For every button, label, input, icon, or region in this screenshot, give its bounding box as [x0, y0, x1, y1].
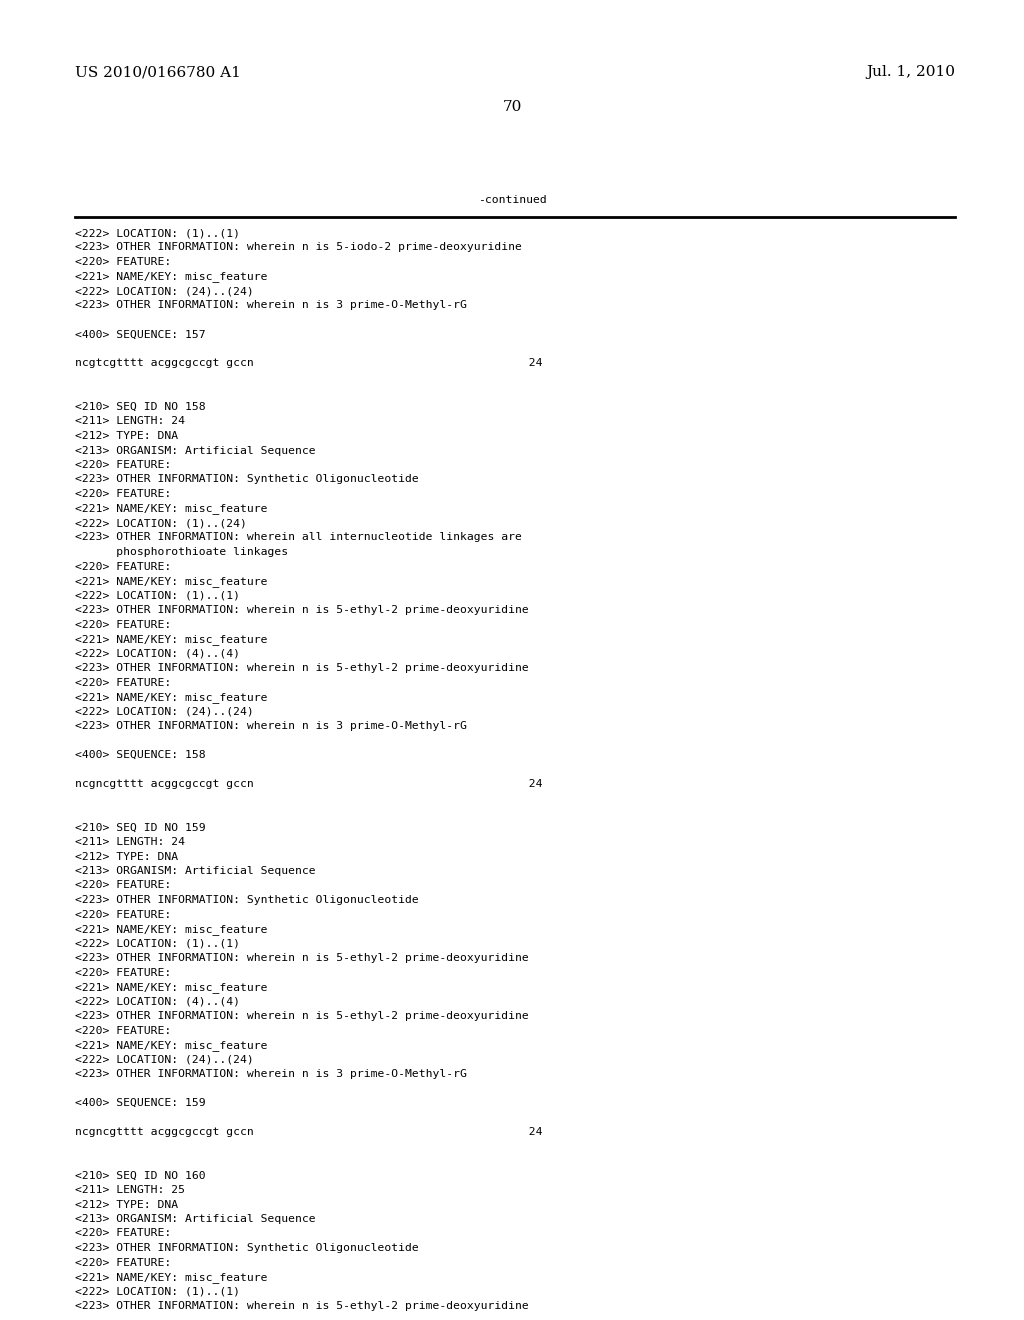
Text: <223> OTHER INFORMATION: wherein n is 5-ethyl-2 prime-deoxyuridine: <223> OTHER INFORMATION: wherein n is 5-… — [75, 1302, 528, 1311]
Text: <210> SEQ ID NO 160: <210> SEQ ID NO 160 — [75, 1171, 206, 1180]
Text: -continued: -continued — [477, 195, 547, 205]
Text: <222> LOCATION: (24)..(24): <222> LOCATION: (24)..(24) — [75, 706, 254, 717]
Text: <221> NAME/KEY: misc_feature: <221> NAME/KEY: misc_feature — [75, 503, 267, 515]
Text: <220> FEATURE:: <220> FEATURE: — [75, 459, 171, 470]
Text: <221> NAME/KEY: misc_feature: <221> NAME/KEY: misc_feature — [75, 576, 267, 587]
Text: <212> TYPE: DNA: <212> TYPE: DNA — [75, 432, 178, 441]
Text: <223> OTHER INFORMATION: wherein n is 5-ethyl-2 prime-deoxyuridine: <223> OTHER INFORMATION: wherein n is 5-… — [75, 1011, 528, 1020]
Text: <213> ORGANISM: Artificial Sequence: <213> ORGANISM: Artificial Sequence — [75, 866, 315, 876]
Text: <222> LOCATION: (1)..(1): <222> LOCATION: (1)..(1) — [75, 939, 240, 949]
Text: <220> FEATURE:: <220> FEATURE: — [75, 968, 171, 978]
Text: <211> LENGTH: 24: <211> LENGTH: 24 — [75, 417, 185, 426]
Text: <220> FEATURE:: <220> FEATURE: — [75, 880, 171, 891]
Text: <223> OTHER INFORMATION: wherein n is 5-ethyl-2 prime-deoxyuridine: <223> OTHER INFORMATION: wherein n is 5-… — [75, 605, 528, 615]
Text: <222> LOCATION: (1)..(1): <222> LOCATION: (1)..(1) — [75, 228, 240, 238]
Text: 70: 70 — [503, 100, 521, 114]
Text: <400> SEQUENCE: 158: <400> SEQUENCE: 158 — [75, 750, 206, 760]
Text: <223> OTHER INFORMATION: Synthetic Oligonucleotide: <223> OTHER INFORMATION: Synthetic Oligo… — [75, 1243, 419, 1253]
Text: <220> FEATURE:: <220> FEATURE: — [75, 257, 171, 267]
Text: <222> LOCATION: (4)..(4): <222> LOCATION: (4)..(4) — [75, 648, 240, 659]
Text: <221> NAME/KEY: misc_feature: <221> NAME/KEY: misc_feature — [75, 982, 267, 993]
Text: <221> NAME/KEY: misc_feature: <221> NAME/KEY: misc_feature — [75, 272, 267, 282]
Text: <400> SEQUENCE: 159: <400> SEQUENCE: 159 — [75, 1098, 206, 1107]
Text: <212> TYPE: DNA: <212> TYPE: DNA — [75, 1200, 178, 1209]
Text: ncgtcgtttt acggcgccgt gccn                                        24: ncgtcgtttt acggcgccgt gccn 24 — [75, 359, 543, 368]
Text: <221> NAME/KEY: misc_feature: <221> NAME/KEY: misc_feature — [75, 1040, 267, 1051]
Text: Jul. 1, 2010: Jul. 1, 2010 — [866, 65, 955, 79]
Text: <222> LOCATION: (1)..(1): <222> LOCATION: (1)..(1) — [75, 590, 240, 601]
Text: <223> OTHER INFORMATION: wherein n is 5-iodo-2 prime-deoxyuridine: <223> OTHER INFORMATION: wherein n is 5-… — [75, 243, 522, 252]
Text: ncgncgtttt acggcgccgt gccn                                        24: ncgncgtttt acggcgccgt gccn 24 — [75, 1127, 543, 1137]
Text: <222> LOCATION: (1)..(24): <222> LOCATION: (1)..(24) — [75, 517, 247, 528]
Text: <221> NAME/KEY: misc_feature: <221> NAME/KEY: misc_feature — [75, 634, 267, 645]
Text: <220> FEATURE:: <220> FEATURE: — [75, 909, 171, 920]
Text: <223> OTHER INFORMATION: wherein n is 5-ethyl-2 prime-deoxyuridine: <223> OTHER INFORMATION: wherein n is 5-… — [75, 663, 528, 673]
Text: <223> OTHER INFORMATION: Synthetic Oligonucleotide: <223> OTHER INFORMATION: Synthetic Oligo… — [75, 474, 419, 484]
Text: <223> OTHER INFORMATION: wherein n is 3 prime-O-Methyl-rG: <223> OTHER INFORMATION: wherein n is 3 … — [75, 1069, 467, 1078]
Text: <210> SEQ ID NO 158: <210> SEQ ID NO 158 — [75, 403, 206, 412]
Text: <222> LOCATION: (24)..(24): <222> LOCATION: (24)..(24) — [75, 286, 254, 296]
Text: <223> OTHER INFORMATION: wherein all internucleotide linkages are: <223> OTHER INFORMATION: wherein all int… — [75, 532, 522, 543]
Text: phosphorothioate linkages: phosphorothioate linkages — [75, 546, 288, 557]
Text: <221> NAME/KEY: misc_feature: <221> NAME/KEY: misc_feature — [75, 692, 267, 704]
Text: <222> LOCATION: (1)..(1): <222> LOCATION: (1)..(1) — [75, 1287, 240, 1296]
Text: <220> FEATURE:: <220> FEATURE: — [75, 619, 171, 630]
Text: <220> FEATURE:: <220> FEATURE: — [75, 488, 171, 499]
Text: <221> NAME/KEY: misc_feature: <221> NAME/KEY: misc_feature — [75, 924, 267, 935]
Text: <223> OTHER INFORMATION: Synthetic Oligonucleotide: <223> OTHER INFORMATION: Synthetic Oligo… — [75, 895, 419, 906]
Text: <222> LOCATION: (4)..(4): <222> LOCATION: (4)..(4) — [75, 997, 240, 1006]
Text: <222> LOCATION: (24)..(24): <222> LOCATION: (24)..(24) — [75, 1055, 254, 1064]
Text: <210> SEQ ID NO 159: <210> SEQ ID NO 159 — [75, 822, 206, 833]
Text: <400> SEQUENCE: 157: <400> SEQUENCE: 157 — [75, 330, 206, 339]
Text: <213> ORGANISM: Artificial Sequence: <213> ORGANISM: Artificial Sequence — [75, 1214, 315, 1224]
Text: ncgncgtttt acggcgccgt gccn                                        24: ncgncgtttt acggcgccgt gccn 24 — [75, 779, 543, 789]
Text: <220> FEATURE:: <220> FEATURE: — [75, 1258, 171, 1267]
Text: <223> OTHER INFORMATION: wherein n is 5-ethyl-2 prime-deoxyuridine: <223> OTHER INFORMATION: wherein n is 5-… — [75, 953, 528, 964]
Text: <221> NAME/KEY: misc_feature: <221> NAME/KEY: misc_feature — [75, 1272, 267, 1283]
Text: <223> OTHER INFORMATION: wherein n is 3 prime-O-Methyl-rG: <223> OTHER INFORMATION: wherein n is 3 … — [75, 721, 467, 731]
Text: <220> FEATURE:: <220> FEATURE: — [75, 561, 171, 572]
Text: <220> FEATURE:: <220> FEATURE: — [75, 677, 171, 688]
Text: <212> TYPE: DNA: <212> TYPE: DNA — [75, 851, 178, 862]
Text: <223> OTHER INFORMATION: wherein n is 3 prime-O-Methyl-rG: <223> OTHER INFORMATION: wherein n is 3 … — [75, 301, 467, 310]
Text: <213> ORGANISM: Artificial Sequence: <213> ORGANISM: Artificial Sequence — [75, 446, 315, 455]
Text: <220> FEATURE:: <220> FEATURE: — [75, 1229, 171, 1238]
Text: US 2010/0166780 A1: US 2010/0166780 A1 — [75, 65, 241, 79]
Text: <220> FEATURE:: <220> FEATURE: — [75, 1026, 171, 1035]
Text: <211> LENGTH: 25: <211> LENGTH: 25 — [75, 1185, 185, 1195]
Text: <211> LENGTH: 24: <211> LENGTH: 24 — [75, 837, 185, 847]
